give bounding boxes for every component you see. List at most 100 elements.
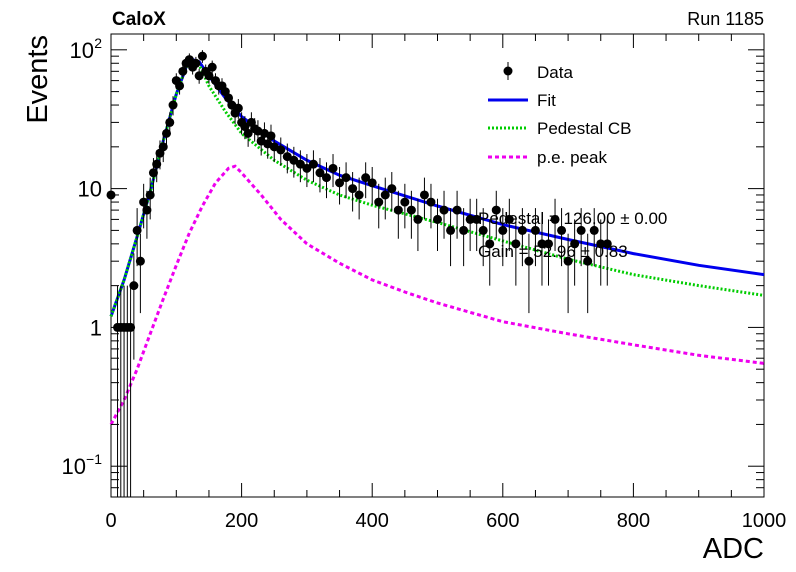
- data-point: [276, 145, 286, 155]
- data-point: [393, 205, 403, 215]
- x-axis: 0 200 400 600 800 1000: [105, 34, 786, 532]
- legend-entry-data: Data: [503, 62, 573, 82]
- data-point: [152, 159, 162, 169]
- plot-frame: [110, 33, 765, 498]
- data-point: [380, 190, 390, 200]
- data-point: [426, 197, 436, 207]
- legend-pe-peak-label: p.e. peak: [537, 148, 607, 167]
- data-point: [446, 225, 456, 235]
- y-tick-exponent: 2: [94, 35, 102, 51]
- y-axis-label: Events: [22, 35, 54, 124]
- data-point: [132, 225, 142, 235]
- data-point: [465, 214, 475, 224]
- data-point: [485, 239, 495, 249]
- data-point: [459, 225, 469, 235]
- data-point: [576, 225, 586, 235]
- data-point: [139, 197, 149, 207]
- data-point: [433, 214, 442, 224]
- data-point: [266, 131, 276, 141]
- y-tick-label: 10: [70, 38, 94, 63]
- legend-entry-pedestal: Pedestal CB: [488, 119, 632, 138]
- data-point: [583, 256, 593, 266]
- y-tick-label: 1: [90, 315, 102, 340]
- data-point: [367, 178, 377, 188]
- data-point: [158, 142, 168, 152]
- data-point: [413, 214, 423, 224]
- data-point: [524, 256, 534, 266]
- data-point: [145, 190, 155, 200]
- data-point: [537, 239, 547, 249]
- data-point: [184, 55, 194, 65]
- x-tick-label: 0: [105, 510, 116, 532]
- fit-text-line-1: Pedestal = 126.00 ± 0.00: [478, 209, 667, 228]
- data-point: [544, 239, 554, 249]
- data-point: [321, 173, 331, 183]
- data-point: [570, 239, 580, 249]
- data-point: [589, 225, 599, 235]
- y-tick-label: 10: [78, 177, 102, 202]
- data-point: [406, 205, 416, 215]
- data-point: [243, 128, 253, 138]
- legend-entry-pe-peak: p.e. peak: [488, 148, 607, 167]
- data-point: [491, 205, 501, 215]
- data-point: [498, 225, 508, 235]
- data-point: [596, 239, 606, 249]
- data-point: [175, 81, 185, 91]
- data-point: [165, 117, 175, 127]
- data-point: [308, 159, 318, 169]
- data-point: [511, 239, 521, 249]
- data-point: [354, 190, 364, 200]
- data-point: [197, 51, 207, 61]
- data-point: [400, 197, 410, 207]
- y-tick-exponent: −1: [86, 451, 102, 467]
- data-point: [295, 159, 305, 169]
- data-point: [361, 173, 371, 183]
- x-axis-label: ADC: [703, 533, 764, 565]
- x-tick-label: 200: [225, 510, 258, 532]
- fit-text-line-2: Gain = 52.96 ± 0.83: [478, 242, 628, 261]
- data-point: [348, 184, 358, 194]
- data-point: [563, 256, 573, 266]
- data-point: [478, 225, 488, 235]
- legend-fit-label: Fit: [537, 91, 556, 110]
- data-point: [191, 58, 201, 68]
- data-point: [315, 168, 325, 178]
- data-point: [129, 281, 139, 291]
- data-point: [204, 71, 214, 81]
- legend-data-marker: [503, 66, 513, 76]
- y-tick-label: 10: [62, 454, 86, 479]
- data-point: [135, 256, 145, 266]
- header-right-label: Run 1185: [687, 9, 764, 29]
- series-curve-pedestal-cb: [109, 58, 765, 317]
- data-point: [517, 225, 527, 235]
- legend-entry-fit: Fit: [488, 91, 556, 110]
- data-point: [162, 128, 172, 138]
- data-point: [335, 178, 345, 188]
- header-left-label: CaloX: [112, 9, 166, 30]
- data-point: [472, 214, 482, 224]
- data-point: [168, 100, 178, 110]
- data-point: [224, 93, 234, 103]
- data-point: [341, 173, 351, 183]
- data-point: [282, 152, 292, 162]
- data-point: [557, 225, 567, 235]
- data-point: [207, 62, 217, 72]
- data-point: [374, 197, 384, 207]
- x-tick-label: 400: [356, 510, 389, 532]
- data-point: [289, 155, 299, 165]
- data-point: [178, 66, 188, 76]
- data-point: [148, 168, 158, 178]
- data-point: [602, 239, 612, 249]
- data-point: [530, 225, 540, 235]
- data-point: [302, 163, 312, 173]
- data-layer: [106, 50, 765, 497]
- data-point: [126, 322, 136, 332]
- data-point: [194, 71, 204, 81]
- data-point: [439, 205, 449, 215]
- x-tick-label: 600: [486, 510, 519, 532]
- data-point: [142, 205, 152, 215]
- legend: Data Fit Pedestal CB p.e. peak: [488, 62, 632, 167]
- x-tick-label: 1000: [742, 510, 787, 532]
